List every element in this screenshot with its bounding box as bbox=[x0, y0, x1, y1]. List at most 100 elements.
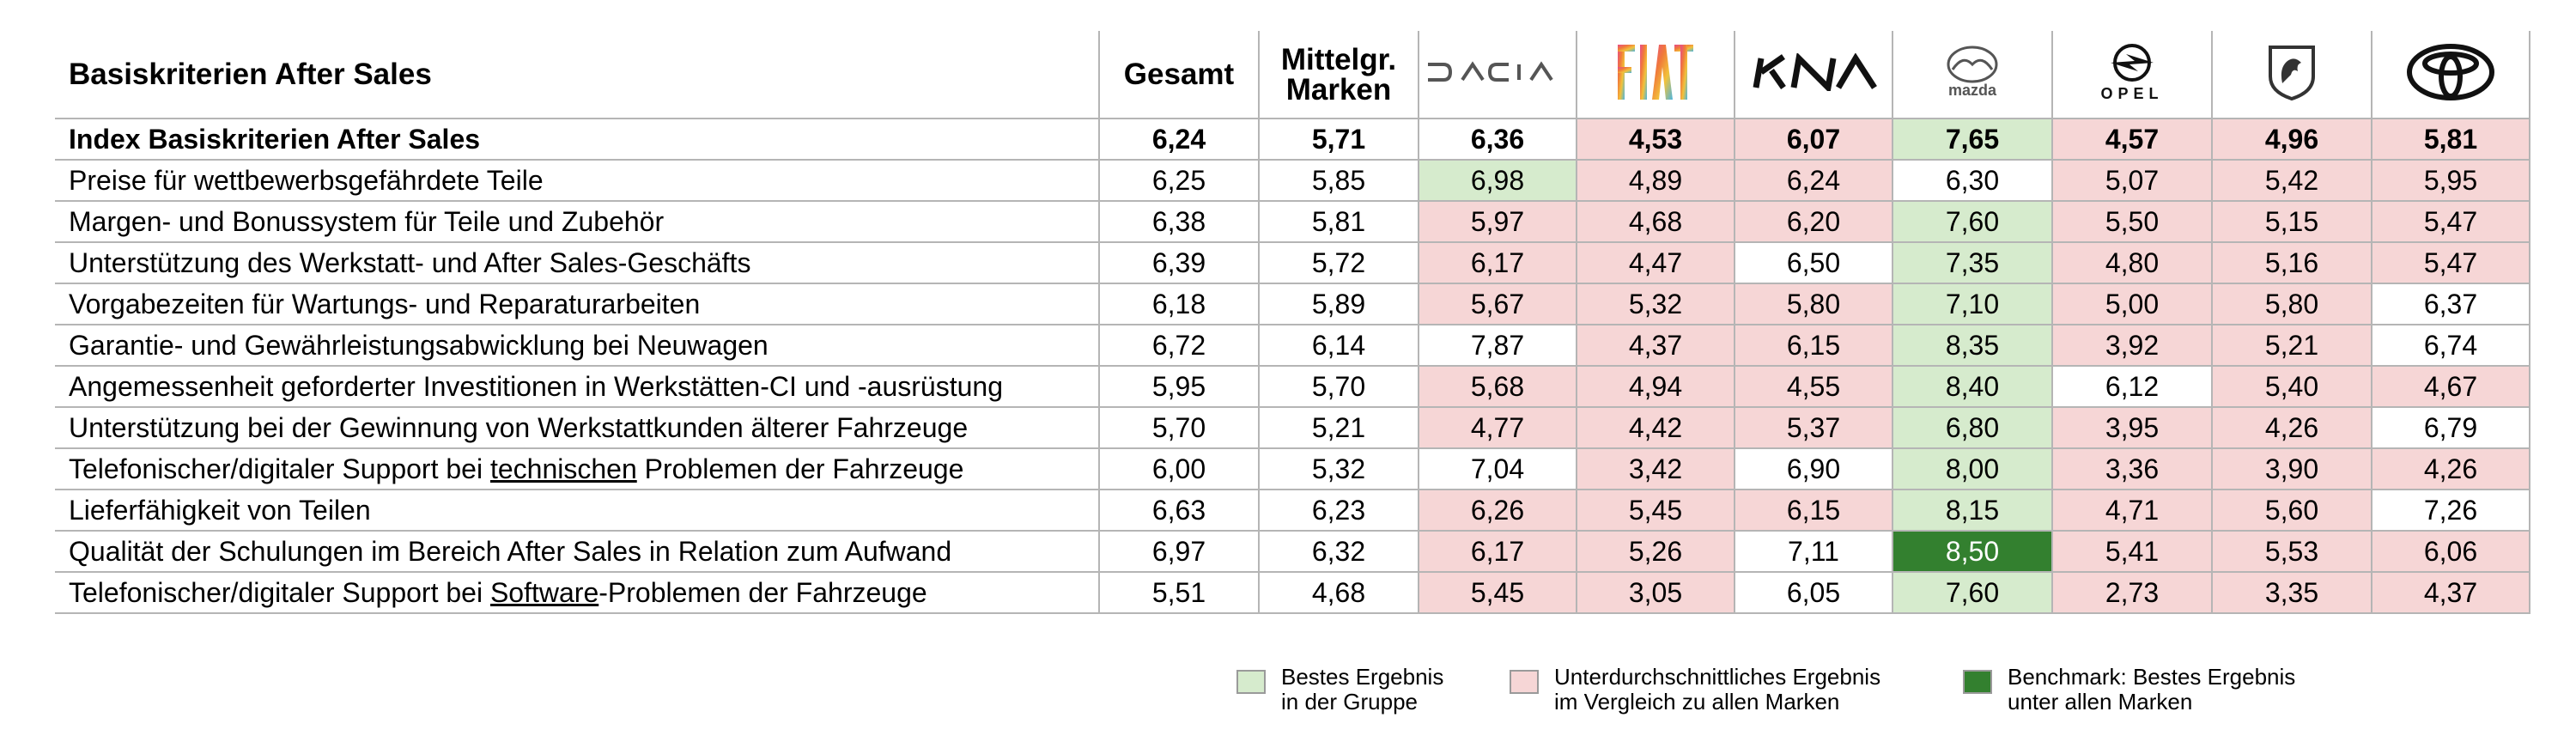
cell-mazda: 6,80 bbox=[1892, 406, 2053, 449]
cell-gesamt: 6,72 bbox=[1098, 324, 1260, 367]
cell-peugeot: 5,40 bbox=[2211, 365, 2372, 408]
cell-mazda: 7,35 bbox=[1892, 241, 2053, 284]
cell-peugeot: 4,96 bbox=[2211, 118, 2372, 161]
cell-mittelgr-marken: 6,23 bbox=[1258, 489, 1419, 532]
legend-text: Benchmark: Bestes Ergebnis unter allen M… bbox=[2008, 665, 2295, 715]
cell-opel: 6,12 bbox=[2051, 365, 2213, 408]
legend-swatch-red bbox=[1510, 670, 1539, 694]
cell-opel: 5,41 bbox=[2051, 530, 2213, 573]
cell-kia: 6,90 bbox=[1734, 447, 1893, 490]
cell-toyota: 4,26 bbox=[2371, 447, 2530, 490]
column-header-opel: OPEL bbox=[2051, 31, 2213, 119]
cell-mittelgr-marken: 4,68 bbox=[1258, 571, 1419, 614]
table-row: Garantie- und Gewährleistungsabwicklung … bbox=[55, 324, 2530, 367]
legend-line: Bestes Ergebnis bbox=[1281, 664, 1444, 690]
cell-opel: 3,95 bbox=[2051, 406, 2213, 449]
cell-fiat: 3,05 bbox=[1576, 571, 1735, 614]
legend-item-benchmark: Benchmark: Bestes Ergebnis unter allen M… bbox=[1963, 665, 2295, 715]
table-row: Margen- und Bonussystem für Teile und Zu… bbox=[55, 200, 2530, 243]
row-label: Margen- und Bonussystem für Teile und Zu… bbox=[55, 200, 1100, 243]
table-row: Vorgabezeiten für Wartungs- und Reparatu… bbox=[55, 283, 2530, 325]
legend-line: in der Gruppe bbox=[1281, 689, 1418, 715]
cell-peugeot: 5,15 bbox=[2211, 200, 2372, 243]
cell-toyota: 5,81 bbox=[2371, 118, 2530, 161]
column-header-mittelgr-line1: Mittelgr. bbox=[1280, 42, 1397, 76]
row-label-part: Telefonischer/digitaler Support bei bbox=[69, 453, 490, 484]
cell-dacia: 5,97 bbox=[1418, 200, 1577, 243]
cell-kia: 6,07 bbox=[1734, 118, 1893, 161]
cell-gesamt: 6,24 bbox=[1098, 118, 1260, 161]
legend-line: Benchmark: Bestes Ergebnis bbox=[2008, 664, 2296, 690]
cell-mazda: 8,00 bbox=[1892, 447, 2053, 490]
cell-peugeot: 5,53 bbox=[2211, 530, 2372, 573]
cell-toyota: 6,06 bbox=[2371, 530, 2530, 573]
cell-dacia: 5,45 bbox=[1418, 571, 1577, 614]
cell-kia: 5,37 bbox=[1734, 406, 1893, 449]
cell-fiat: 5,45 bbox=[1576, 489, 1735, 532]
cell-opel: 4,80 bbox=[2051, 241, 2213, 284]
row-label: Lieferfähigkeit von Teilen bbox=[55, 489, 1100, 532]
cell-opel: 5,07 bbox=[2051, 159, 2213, 202]
cell-peugeot: 5,42 bbox=[2211, 159, 2372, 202]
mazda-logo: mazda bbox=[1934, 46, 2011, 99]
cell-mittelgr-marken: 5,85 bbox=[1258, 159, 1419, 202]
table-row: Unterstützung des Werkstatt- und After S… bbox=[55, 241, 2530, 284]
cell-fiat: 4,42 bbox=[1576, 406, 1735, 449]
cell-opel: 4,71 bbox=[2051, 489, 2213, 532]
table-title: Basiskriterien After Sales bbox=[55, 31, 1100, 119]
row-label-underlined: Software bbox=[489, 577, 599, 608]
cell-mazda: 8,50 bbox=[1892, 530, 2053, 573]
cell-kia: 6,15 bbox=[1734, 324, 1893, 367]
table-row: Preise für wettbewerbsgefährdete Teile 6,… bbox=[55, 159, 2530, 202]
cell-gesamt: 5,95 bbox=[1098, 365, 1260, 408]
row-label: Unterstützung des Werkstatt- und After S… bbox=[55, 241, 1100, 284]
cell-mazda: 6,30 bbox=[1892, 159, 2053, 202]
table-body: Index Basiskriterien After Sales 6,24 5,71… bbox=[55, 118, 2530, 614]
cell-fiat: 3,42 bbox=[1576, 447, 1735, 490]
column-header-fiat bbox=[1576, 31, 1735, 119]
after-sales-table: Basiskriterien After Sales Gesamt Mittel… bbox=[55, 31, 2530, 614]
cell-toyota: 5,95 bbox=[2371, 159, 2530, 202]
cell-gesamt: 6,25 bbox=[1098, 159, 1260, 202]
cell-opel: 5,50 bbox=[2051, 200, 2213, 243]
cell-toyota: 4,37 bbox=[2371, 571, 2530, 614]
table-row: Angemessenheit geforderter Investitionen… bbox=[55, 365, 2530, 408]
cell-gesamt: 5,51 bbox=[1098, 571, 1260, 614]
table-row: Telefonischer/digitaler Support bei tech… bbox=[55, 447, 2530, 490]
toyota-logo bbox=[2403, 42, 2498, 102]
legend: Bestes Ergebnis in der Gruppe Unterdurch… bbox=[1236, 665, 2439, 716]
column-header-mazda: mazda bbox=[1892, 31, 2053, 119]
cell-mazda: 7,10 bbox=[1892, 283, 2053, 325]
cell-mittelgr-marken: 5,72 bbox=[1258, 241, 1419, 284]
cell-fiat: 4,89 bbox=[1576, 159, 1735, 202]
cell-peugeot: 5,80 bbox=[2211, 283, 2372, 325]
cell-mazda: 8,35 bbox=[1892, 324, 2053, 367]
index-row: Index Basiskriterien After Sales 6,24 5,71… bbox=[55, 118, 2530, 161]
row-label: Garantie- und Gewährleistungsabwicklung … bbox=[55, 324, 1100, 367]
cell-fiat: 4,53 bbox=[1576, 118, 1735, 161]
row-label-part: Telefonischer/digitaler Support bei bbox=[69, 577, 490, 608]
row-label: Index Basiskriterien After Sales bbox=[55, 118, 1100, 161]
cell-toyota: 5,47 bbox=[2371, 200, 2530, 243]
column-header-mittelgr-marken: Mittelgr. Marken bbox=[1258, 31, 1419, 119]
cell-mazda: 8,15 bbox=[1892, 489, 2053, 532]
cell-mittelgr-marken: 6,14 bbox=[1258, 324, 1419, 367]
cell-peugeot: 4,26 bbox=[2211, 406, 2372, 449]
fiat-logo bbox=[1614, 41, 1697, 103]
cell-gesamt: 6,00 bbox=[1098, 447, 1260, 490]
row-label: Telefonischer/digitaler Support bei Soft… bbox=[55, 571, 1100, 614]
cell-kia: 6,24 bbox=[1734, 159, 1893, 202]
cell-dacia: 6,98 bbox=[1418, 159, 1577, 202]
cell-mazda: 7,60 bbox=[1892, 571, 2053, 614]
cell-opel: 2,73 bbox=[2051, 571, 2213, 614]
svg-text:mazda: mazda bbox=[1948, 82, 1997, 99]
cell-dacia: 7,04 bbox=[1418, 447, 1577, 490]
cell-peugeot: 5,16 bbox=[2211, 241, 2372, 284]
cell-kia: 6,50 bbox=[1734, 241, 1893, 284]
cell-peugeot: 5,60 bbox=[2211, 489, 2372, 532]
cell-dacia: 4,77 bbox=[1418, 406, 1577, 449]
column-header-dacia bbox=[1418, 31, 1577, 119]
column-header-mittelgr-line2: Marken bbox=[1285, 72, 1392, 106]
cell-toyota: 6,37 bbox=[2371, 283, 2530, 325]
svg-text:OPEL: OPEL bbox=[2100, 85, 2163, 102]
